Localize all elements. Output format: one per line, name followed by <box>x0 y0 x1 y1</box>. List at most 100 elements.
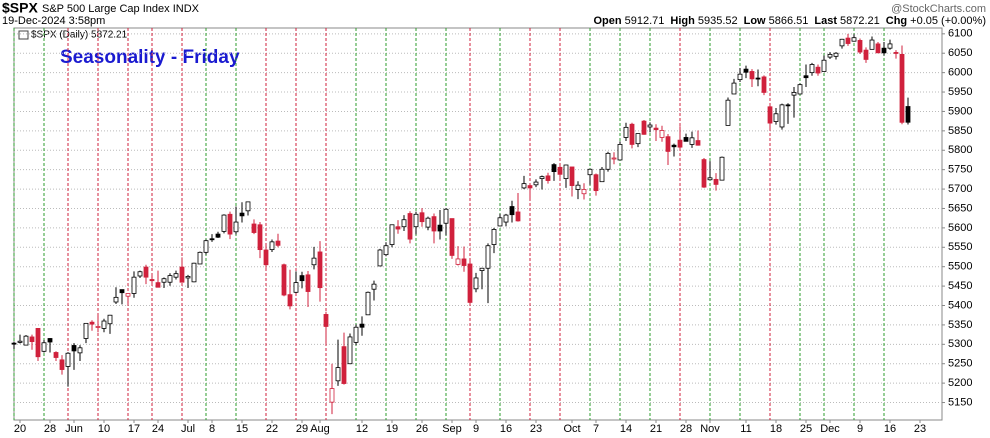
candle-body <box>137 271 143 277</box>
quote-value: 5935.52 <box>698 15 738 27</box>
candle-body <box>809 64 815 74</box>
candle-body <box>893 52 899 54</box>
candle-body <box>539 176 545 179</box>
candle-body <box>629 123 635 145</box>
x-tick-label: 26 <box>416 423 428 435</box>
x-tick-label: 14 <box>620 423 632 435</box>
candle-body <box>323 314 329 327</box>
quote: Open 5912.71 High 5935.52 Low 5866.51 Last 5872… <box>594 15 987 27</box>
x-tick-label: 28 <box>680 423 692 435</box>
candle-body <box>233 221 239 233</box>
candle-body <box>95 326 101 328</box>
candle-body <box>485 245 491 269</box>
x-tick-label: 11 <box>740 423 751 435</box>
candle-body <box>41 342 47 352</box>
x-tick-label: 23 <box>914 423 926 435</box>
y-tick-label: 5400 <box>948 299 972 311</box>
candle-body <box>329 388 335 403</box>
x-tick-label: 23 <box>530 423 542 435</box>
candle-body <box>863 49 869 60</box>
candle-body <box>155 282 161 288</box>
x-tick-label: 28 <box>44 423 56 435</box>
candle-body <box>335 367 341 382</box>
candle-body <box>419 212 425 223</box>
candle-body <box>875 43 881 54</box>
candle-body <box>425 217 431 228</box>
x-tick-label: Sep <box>442 423 462 435</box>
candle-body <box>677 139 683 148</box>
candle-body <box>851 37 857 42</box>
candle-body <box>665 136 671 152</box>
candle-body <box>179 266 185 283</box>
candle-body <box>83 322 89 339</box>
candle-body <box>767 106 773 124</box>
candle-body <box>281 264 287 296</box>
candle-body <box>491 229 497 245</box>
candle-body <box>455 258 461 265</box>
candle-body <box>71 345 77 352</box>
candle-body <box>803 75 809 79</box>
legend: $SPX (Daily) 5872.21 <box>31 30 128 41</box>
candle-body <box>683 137 689 142</box>
candle-body <box>461 258 467 266</box>
candle-body <box>149 279 155 282</box>
candle-body <box>593 174 599 192</box>
y-tick-label: 5500 <box>948 261 972 273</box>
exchange: INDX <box>173 3 200 15</box>
candle-body <box>641 120 647 135</box>
y-tick-label: 5200 <box>948 377 972 389</box>
candle-body <box>65 352 71 367</box>
candle-body <box>479 267 485 271</box>
y-tick-label: 6100 <box>948 28 972 40</box>
candle-body <box>467 263 473 303</box>
index-name: S&P 500 Large Cap Index INDX <box>42 3 200 15</box>
candle-body <box>503 214 509 223</box>
x-tick-label: Dec <box>820 423 840 435</box>
x-tick-label: 22 <box>266 423 278 435</box>
candle-body <box>689 137 695 145</box>
y-tick-label: 5950 <box>948 86 972 98</box>
candle-body <box>359 323 365 328</box>
x-tick-label: Nov <box>700 423 720 435</box>
candle-body <box>581 189 587 195</box>
candle-body <box>395 226 401 230</box>
y-tick-label: 5450 <box>948 280 972 292</box>
candle-body <box>287 294 293 307</box>
x-tick-label: 9 <box>473 423 479 435</box>
x-tick-label: 9 <box>857 423 863 435</box>
y-tick-label: 5150 <box>948 396 972 408</box>
plot-frame <box>13 27 943 421</box>
candle-body <box>605 152 611 170</box>
candle-body <box>53 352 59 358</box>
quote-value: +0.05 (+0.00%) <box>910 15 986 27</box>
candle-body <box>389 224 395 245</box>
name: S&P 500 Large Cap Index <box>42 3 170 15</box>
y-tick-label: 5600 <box>948 222 972 234</box>
candle-body <box>587 168 593 176</box>
y-tick-label: 5300 <box>948 338 972 350</box>
candle-body <box>449 218 455 256</box>
candle-body <box>473 277 479 290</box>
candle-body <box>569 166 575 186</box>
candle-body <box>311 257 317 266</box>
candle-body <box>671 144 677 148</box>
x-tick-label: 7 <box>593 423 599 435</box>
x-tick-label: Jul <box>181 423 195 435</box>
quote-label: High <box>670 15 695 27</box>
credit: @StockCharts.com <box>891 3 986 15</box>
candle-body <box>785 104 791 107</box>
candle-body <box>647 124 653 128</box>
candle-body <box>761 76 767 93</box>
candle-body <box>773 113 779 122</box>
x-tick-label: Aug <box>310 423 330 435</box>
candle-body <box>413 213 419 228</box>
candle-body <box>533 181 539 186</box>
y-tick-label: 5550 <box>948 241 972 253</box>
candle-body <box>701 159 707 188</box>
candle-body <box>563 164 569 179</box>
candle-body <box>239 212 245 217</box>
candle-body <box>617 144 623 161</box>
candle-body <box>11 342 17 345</box>
x-tick-label: 24 <box>152 423 164 435</box>
